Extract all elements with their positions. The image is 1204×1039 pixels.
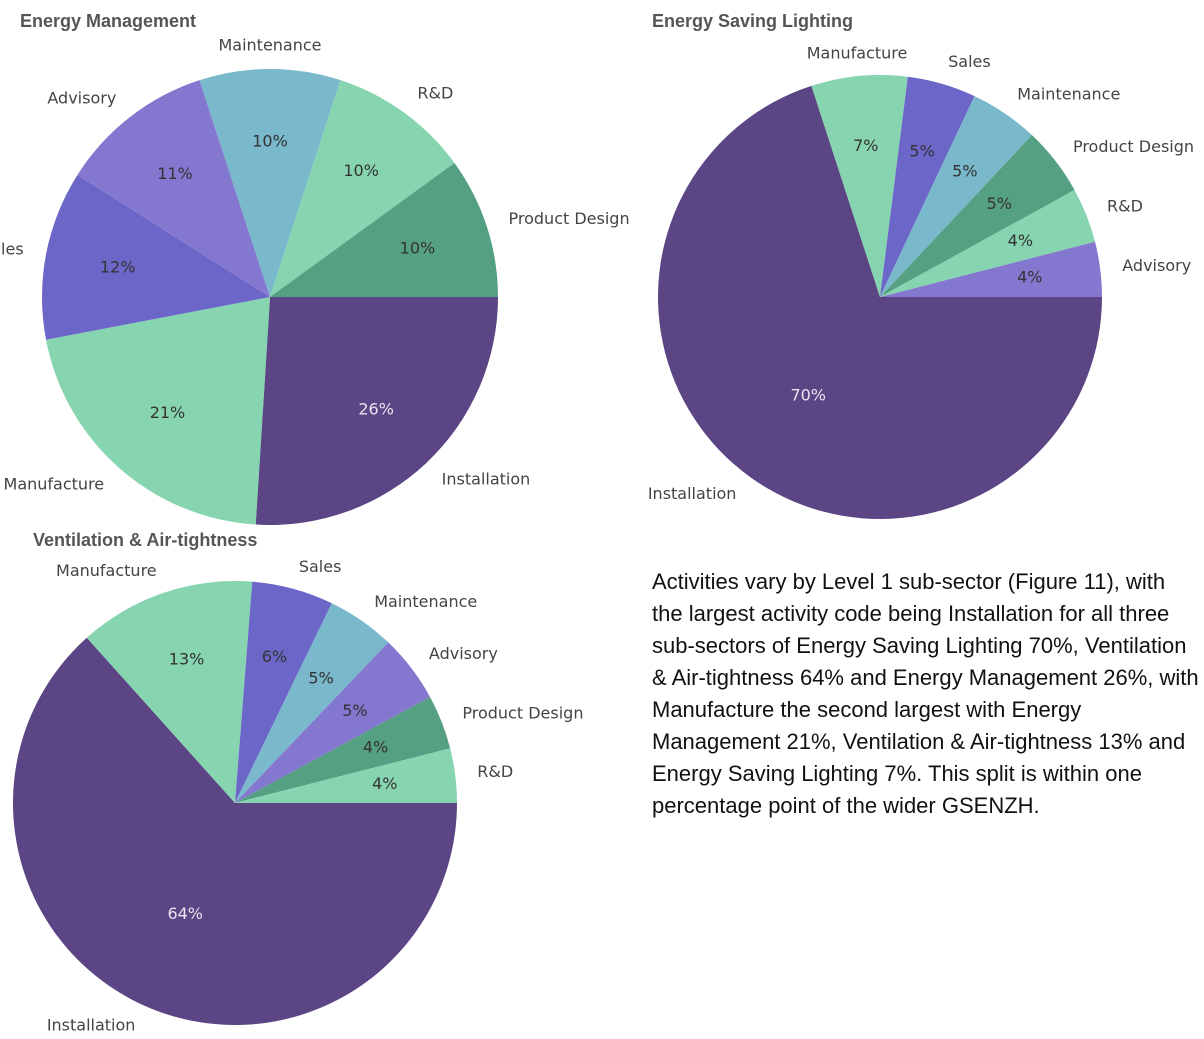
pie-slice	[235, 642, 431, 803]
category-label: Sales	[0, 240, 24, 259]
category-label: Maintenance	[218, 36, 321, 55]
category-label: R&D	[417, 84, 453, 103]
percent-label: 5%	[987, 194, 1012, 213]
category-label: Sales	[299, 557, 342, 576]
percent-label: 4%	[1008, 231, 1033, 250]
category-label: Product Design	[509, 209, 630, 228]
percent-label: 5%	[308, 668, 333, 687]
percent-label: 5%	[909, 142, 934, 161]
percent-label: 10%	[252, 131, 288, 150]
pie-slice	[880, 96, 1032, 298]
category-label: Installation	[442, 469, 531, 488]
category-label: Advisory	[429, 644, 498, 663]
category-label: Product Design	[462, 703, 583, 722]
category-label: Maintenance	[374, 592, 477, 611]
pie-slice	[13, 637, 457, 1025]
percent-label: 10%	[343, 161, 379, 180]
percent-label: 13%	[169, 650, 205, 669]
category-label: Advisory	[1122, 256, 1191, 275]
pie-slice	[880, 76, 975, 297]
pie-slice	[235, 697, 451, 803]
percent-label: 7%	[853, 136, 878, 155]
paragraph: Activities vary by Level 1 sub-sector (F…	[652, 569, 1199, 818]
percent-label: 21%	[150, 403, 186, 422]
category-label: Product Design	[1073, 137, 1194, 156]
pie-slice	[270, 80, 455, 297]
pie-slice	[77, 80, 271, 297]
percent-label: 11%	[157, 164, 193, 183]
category-label: Maintenance	[1017, 85, 1120, 104]
pie-slice	[880, 190, 1096, 297]
category-label: Sales	[948, 52, 991, 71]
percent-label: 26%	[358, 400, 394, 419]
percent-label: 6%	[262, 647, 287, 666]
percent-label: 4%	[363, 737, 388, 756]
pie-slice	[270, 162, 498, 297]
pie-slice	[86, 581, 253, 803]
chart-title: Energy Saving Lighting	[652, 11, 853, 31]
chart-title: Energy Management	[20, 11, 196, 31]
pie-slice	[199, 68, 341, 297]
category-label: R&D	[1107, 197, 1143, 216]
category-label: R&D	[477, 762, 513, 781]
pie-slice	[811, 75, 908, 297]
percent-label: 70%	[790, 385, 826, 404]
category-label: Manufacture	[4, 475, 105, 494]
percent-label: 10%	[400, 239, 436, 258]
percent-label: 4%	[372, 774, 397, 793]
pie-slice	[46, 297, 270, 525]
percent-label: 5%	[952, 162, 977, 181]
pie-slice	[658, 85, 1102, 520]
percent-label: 5%	[342, 701, 367, 720]
percent-label: 64%	[167, 904, 203, 923]
percent-label: 4%	[1017, 268, 1042, 287]
percent-label: 12%	[100, 257, 136, 276]
pie-slice	[235, 603, 389, 803]
category-label: Installation	[47, 1015, 136, 1034]
pie-slice	[880, 241, 1102, 297]
pie-slice	[880, 135, 1075, 297]
pie-slice	[42, 174, 271, 340]
category-label: Advisory	[47, 88, 116, 107]
chart-title: Ventilation & Air-tightness	[33, 530, 257, 550]
pie-slice	[235, 748, 457, 803]
category-label: Manufacture	[56, 561, 157, 580]
category-label: Installation	[648, 484, 737, 503]
category-label: Manufacture	[807, 43, 908, 62]
pie-slice	[235, 581, 332, 803]
pie-slice	[255, 297, 498, 525]
